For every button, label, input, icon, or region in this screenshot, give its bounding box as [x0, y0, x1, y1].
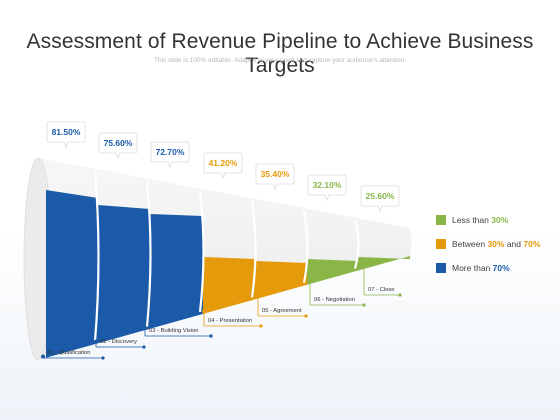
stage-value-6: 32.10%: [313, 180, 342, 190]
legend-label-low-prefix: Less than: [452, 215, 492, 225]
legend-label-mid-value-high: 70%: [523, 239, 541, 249]
funnel-divider-3: [198, 190, 205, 312]
value-callout-2: 75.60%: [98, 132, 138, 160]
legend-swatch-blue: [436, 263, 446, 273]
funnel-segment-6: [307, 259, 358, 285]
funnel-divider-6: [353, 219, 360, 269]
value-callout-6: 32.10%: [307, 174, 347, 202]
stage-label-2: 02 - Discovery: [94, 339, 146, 349]
value-callout-box: [203, 152, 243, 180]
value-callout-1: 81.50%: [46, 121, 86, 149]
funnel-segment-4: [203, 257, 255, 314]
value-callout-7: 25.60%: [360, 185, 400, 213]
value-callout-4: 41.20%: [203, 152, 243, 180]
stage-name-3: 03 - Building Vision: [149, 328, 199, 334]
funnel-segments: [46, 190, 410, 358]
stage-name-6: 06 - Negotiation: [314, 297, 355, 303]
legend-swatch-orange: [436, 239, 446, 249]
legend-swatch-green: [436, 215, 446, 225]
stage-value-7: 25.60%: [366, 191, 395, 201]
value-callouts: 81.50% 75.60% 72.70% 41.20% 35.40% 32.10% 25.6…: [46, 121, 400, 213]
stage-value-3: 72.70%: [156, 147, 185, 157]
page-title: Assessment of Revenue Pipeline to Achiev…: [26, 30, 534, 77]
funnel-segment-7: [358, 256, 410, 271]
stage-name-1: 01 - Qualification: [47, 350, 91, 356]
value-callout-box: [360, 185, 400, 213]
funnel-segment-5: [255, 261, 307, 300]
funnel-segment-3: [150, 214, 203, 329]
legend-label-mid-joiner: and: [504, 239, 524, 249]
stage-label-4: 04 - Presentation: [202, 309, 263, 328]
funnel-divider-2: [145, 180, 152, 327]
value-callout-box: [255, 163, 295, 191]
stage-name-2: 02 - Discovery: [100, 339, 137, 345]
stage-label-3: 03 - Building Vision: [143, 325, 213, 338]
legend-item-low: Less than 30%: [436, 213, 540, 227]
stage-label-7: 07 - Close: [362, 264, 402, 297]
legend-label-mid-prefix: Between: [452, 239, 488, 249]
legend-label-mid-value-low: 30%: [487, 239, 505, 249]
stage-label-5: 05 - Agreement: [256, 294, 308, 318]
value-callout-box: [98, 132, 138, 160]
stage-value-1: 81.50%: [52, 127, 81, 137]
stage-value-5: 35.40%: [261, 169, 290, 179]
stage-label-1: 01 - Qualification: [41, 350, 105, 360]
legend-label-high-value: 70%: [492, 263, 510, 273]
legend: Less than 30% Between 30% and 70% More t…: [436, 213, 540, 285]
stage-value-4: 41.20%: [209, 158, 238, 168]
stage-name-4: 04 - Presentation: [208, 318, 252, 324]
value-callout-box: [150, 141, 190, 169]
value-callout-3: 72.70%: [150, 141, 190, 169]
value-callout-box: [46, 121, 86, 149]
legend-item-high: More than 70%: [436, 261, 540, 275]
legend-label-low-value: 30%: [491, 215, 509, 225]
funnel-segment-1: [46, 190, 98, 358]
value-callout-5: 35.40%: [255, 163, 295, 191]
funnel-divider-4: [250, 200, 257, 298]
value-callout-box: [307, 174, 347, 202]
funnel-divider-5: [302, 210, 309, 284]
stage-value-2: 75.60%: [104, 138, 133, 148]
legend-label-high-prefix: More than: [452, 263, 493, 273]
funnel-segment-2: [98, 205, 150, 344]
funnel-dividers: [93, 171, 360, 342]
stage-name-5: 05 - Agreement: [262, 308, 302, 314]
stage-name-7: 07 - Close: [368, 287, 394, 293]
funnel-divider-1: [93, 171, 100, 342]
stage-labels: 01 - Qualification 02 - Discovery 03 - Bui…: [41, 264, 402, 360]
stage-label-6: 06 - Negotiation: [308, 279, 366, 307]
page-subtitle: This slide is 100% editable. Adapt it to…: [153, 57, 406, 64]
legend-item-mid: Between 30% and 70%: [436, 237, 540, 251]
